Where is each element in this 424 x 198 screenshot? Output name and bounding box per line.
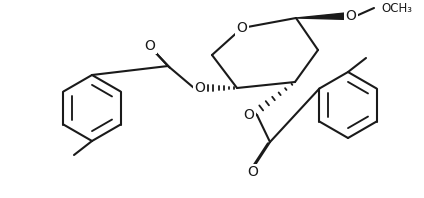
Text: O: O — [237, 21, 248, 35]
Text: O: O — [248, 165, 259, 179]
Polygon shape — [296, 12, 350, 19]
Text: O: O — [346, 9, 357, 23]
Text: O: O — [145, 39, 156, 53]
Text: O: O — [248, 165, 259, 179]
Text: O: O — [195, 81, 206, 95]
Text: O: O — [195, 81, 206, 95]
Text: O: O — [243, 108, 254, 122]
Text: O: O — [346, 9, 357, 23]
Text: O: O — [237, 21, 248, 35]
Text: OCH₃: OCH₃ — [381, 2, 412, 14]
Text: O: O — [243, 108, 254, 122]
Text: O: O — [145, 39, 156, 53]
